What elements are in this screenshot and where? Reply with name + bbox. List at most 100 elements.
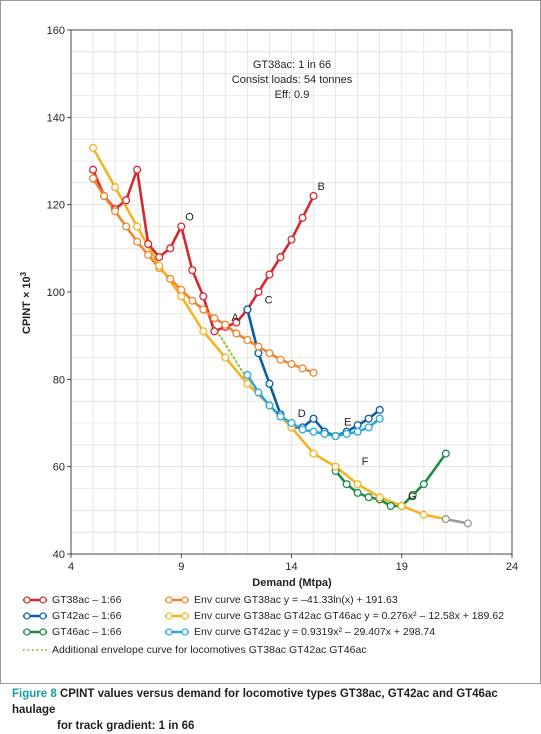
legend-item-additional-envelope: Additional envelope curve for locomotive…	[22, 644, 367, 656]
data-point	[188, 266, 197, 275]
caption-line-1: CPINT values versus demand for locomotiv…	[12, 688, 498, 716]
point-label: O	[185, 212, 194, 224]
point-label: C	[265, 294, 273, 306]
data-point	[287, 418, 296, 428]
point-labels: O A B C D E F G	[185, 181, 416, 503]
data-point	[353, 480, 362, 489]
legend-label: Env curve GT42ac y = 0.9319x² – 29.407x …	[194, 626, 436, 638]
data-point	[133, 237, 142, 246]
data-point	[254, 342, 263, 351]
data-point	[375, 414, 384, 423]
annotation-line-1: GT38ac: 1 in 66	[253, 59, 331, 71]
legend-swatch	[165, 612, 189, 620]
legend-swatch	[23, 612, 47, 620]
annotation-line-3: Eff: 0.9	[275, 89, 310, 101]
legend-swatch	[23, 628, 47, 636]
x-tick-label: 14	[285, 561, 297, 573]
y-tick-label: 160	[47, 25, 65, 37]
data-point	[375, 405, 384, 414]
data-point	[243, 305, 252, 314]
data-point	[133, 165, 142, 174]
data-point	[188, 296, 197, 305]
data-point	[265, 349, 274, 358]
plot-area: 4 9 14 19 24 40 60 80 100 120 140 160 O A B C D E F G CPIN…	[19, 25, 518, 589]
data-point	[309, 449, 318, 458]
legend-swatch	[165, 628, 189, 636]
chart-frame	[0, 0, 541, 684]
data-point	[408, 490, 417, 500]
legend-item-gt38ac: GT38ac – 1:66	[22, 594, 121, 606]
data-point	[221, 320, 230, 329]
data-point	[133, 222, 142, 231]
legend-item-env-all: Env curve GT38ac GT42ac GT46ac y = 0.276…	[164, 610, 504, 622]
legend-marker	[165, 612, 173, 620]
data-point	[111, 183, 120, 192]
legend-swatch	[23, 596, 47, 604]
data-point	[364, 423, 373, 432]
point-label: E	[344, 417, 351, 429]
data-point	[265, 270, 274, 279]
data-point	[419, 510, 428, 519]
data-point	[89, 174, 98, 183]
data-point	[309, 414, 318, 423]
legend-marker	[23, 612, 31, 620]
legend-item-gt46ac: GT46ac – 1:66	[22, 626, 121, 638]
y-tick-label: 100	[47, 287, 65, 299]
data-point	[111, 207, 120, 216]
legend-marker	[181, 612, 189, 620]
data-point	[155, 253, 164, 262]
data-point	[254, 287, 263, 297]
data-point	[122, 196, 131, 205]
data-point	[441, 515, 450, 524]
series-line	[334, 452, 448, 508]
data-point	[265, 379, 274, 388]
legend-marker	[23, 596, 31, 604]
data-point	[89, 165, 98, 174]
data-point	[232, 318, 241, 327]
data-point	[342, 429, 351, 438]
data-point	[309, 427, 318, 436]
data-point	[276, 412, 285, 421]
x-tick-label: 19	[396, 561, 408, 573]
data-point	[243, 370, 252, 380]
legend: GT38ac – 1:66 GT42ac – 1:66 GT46ac – 1:6…	[22, 594, 532, 670]
legend-marker	[165, 596, 173, 604]
annotation-line-2: Consist loads: 54 tonnes	[232, 74, 353, 86]
legend-label: Env curve GT38ac y = –41.33ln(x) + 191.6…	[194, 594, 398, 606]
data-point	[397, 501, 406, 511]
caption-line-2: for track gradient: 1 in 66	[57, 720, 195, 732]
data-point	[122, 222, 131, 231]
data-point	[298, 425, 307, 434]
data-point	[276, 355, 285, 364]
legend-swatch	[165, 596, 189, 604]
figure-caption: Figure 8 CPINT values versus demand for …	[12, 686, 532, 734]
data-point	[419, 480, 428, 489]
figure-number: Figure 8	[12, 688, 57, 700]
y-tick-label: 140	[47, 112, 65, 124]
legend-marker	[165, 628, 173, 636]
data-point	[89, 143, 98, 152]
data-point	[221, 353, 230, 362]
legend-marker	[39, 612, 47, 620]
data-point	[287, 235, 296, 244]
data-point	[320, 429, 329, 438]
legend-marker	[23, 628, 31, 636]
data-point	[254, 349, 263, 358]
data-point	[331, 462, 340, 471]
legend-swatch	[23, 649, 47, 651]
data-point	[353, 421, 362, 430]
data-point	[144, 250, 153, 259]
data-point	[298, 213, 307, 222]
grid-lines	[70, 29, 513, 555]
data-point	[254, 388, 263, 397]
data-point	[243, 379, 252, 388]
data-point	[144, 239, 153, 249]
y-axis-title: CPINT × 103	[19, 271, 33, 334]
y-tick-label: 80	[53, 374, 65, 386]
data-point	[210, 314, 219, 323]
series-line	[213, 325, 249, 381]
legend-item-env-gt42ac: Env curve GT42ac y = 0.9319x² – 29.407x …	[164, 626, 435, 638]
point-label: F	[362, 456, 369, 468]
data-point	[210, 327, 219, 336]
series-markers	[89, 143, 472, 528]
